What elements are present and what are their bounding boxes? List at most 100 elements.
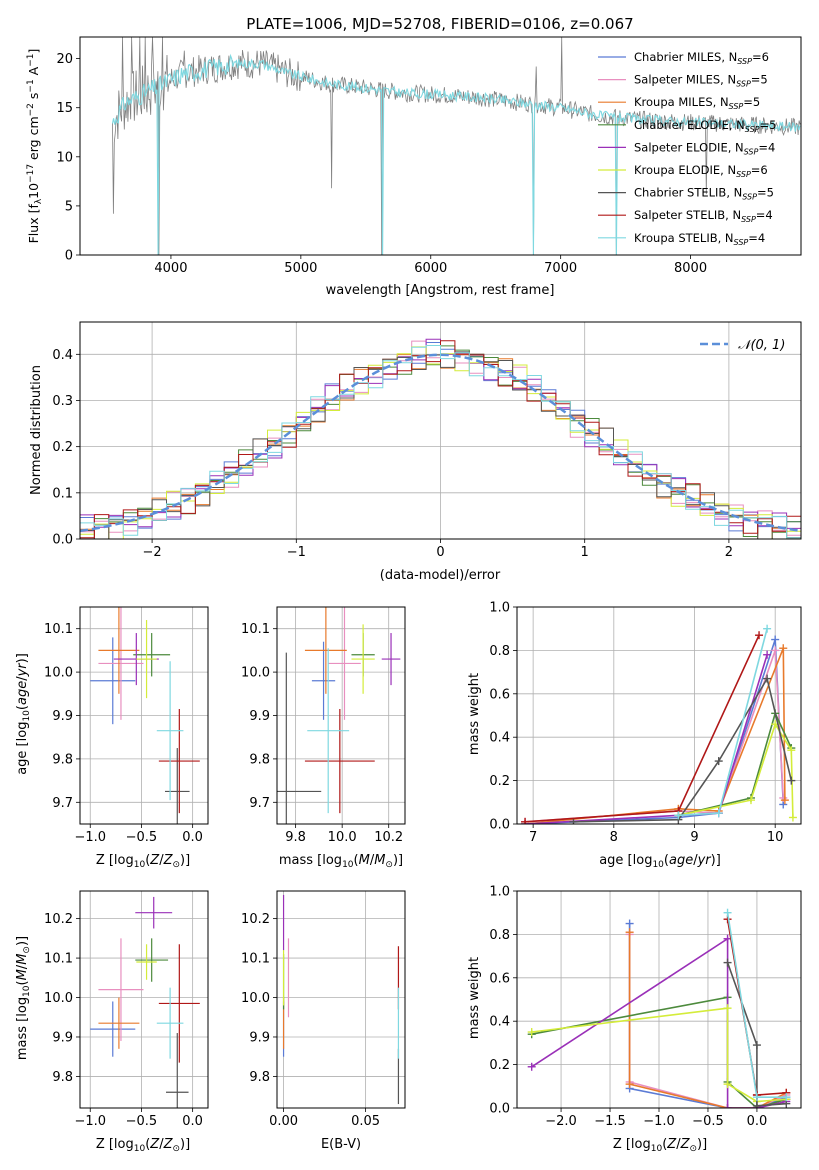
legend-count: =4 xyxy=(758,140,775,154)
legend-entry: Kroupa STELIB, NSSP=4 xyxy=(634,231,765,247)
weight-vs-age-plot-area: 7 8 9 10 0.0 0.2 0.4 0.6 0.8 1.0 xyxy=(489,601,802,845)
legend-count: =5 xyxy=(743,95,760,109)
x-tick-label: 10 xyxy=(767,830,784,845)
error-bar-point-4 xyxy=(381,633,401,686)
weight-vs-z-panel: −2.0 −1.5 −1.0 −0.5 0.0 0.0 0.2 0.4 0.6 0.8 1.0 Z … xyxy=(467,885,802,1154)
error-bar-point-1 xyxy=(328,607,361,720)
error-bar-point-6 xyxy=(164,748,190,824)
y-tick-label: 0.0 xyxy=(489,1102,510,1117)
weight-marker xyxy=(521,817,530,824)
spectrum-x-axis-label: wavelength [Angstrom, rest frame] xyxy=(326,283,555,298)
x-tick-label: 0.05 xyxy=(351,1114,380,1129)
y-tick-label: 0 xyxy=(65,249,73,264)
legend-text: Salpeter STELIB, N xyxy=(634,208,741,222)
y-tick-label: 1.0 xyxy=(489,885,510,900)
weight-marker xyxy=(527,1028,536,1037)
weight-marker xyxy=(787,746,796,755)
weight-marker xyxy=(723,908,732,917)
legend-text: Chabrier STELIB, N xyxy=(634,186,742,200)
error-bar-point-5 xyxy=(351,624,375,694)
x-tick-label: −1 xyxy=(287,545,306,560)
legend-count: =6 xyxy=(751,163,768,177)
residuals-y-axis-label: Normed distribution xyxy=(29,365,44,495)
legend-count: =5 xyxy=(757,186,774,200)
weight-vs-z-x-axis-label: Z [log10(Z/Z⊙)] xyxy=(613,1137,707,1154)
y-tick-label: 0.4 xyxy=(52,348,73,363)
y-tick-label: 9.8 xyxy=(52,1070,73,1085)
age-vs-z-x-axis-label: Z [log10(Z/Z⊙)] xyxy=(96,853,190,870)
y-tick-label: 10.2 xyxy=(44,912,73,927)
weight-series-line-3 xyxy=(678,711,793,817)
x-tick-label: 4000 xyxy=(154,261,187,276)
residuals-panel: −2 −1 0 1 2 0.0 0.1 0.2 0.3 0.4 𝒩(0, 1) (data-mode… xyxy=(29,321,802,583)
weight-marker xyxy=(771,646,780,655)
legend-subscript: SSP xyxy=(741,215,756,224)
mass-vs-ebv-panel: 0.00 0.05 9.8 9.9 10.0 10.1 10.2 E(B-V) xyxy=(241,890,406,1152)
plot-content xyxy=(90,607,200,824)
y-tick-label: 20 xyxy=(56,52,73,67)
legend-entry: Chabrier MILES, NSSP=6 xyxy=(634,50,769,66)
y-tick-label: 10.2 xyxy=(241,912,270,927)
model-spectrum-line xyxy=(111,53,801,255)
legend-text: Chabrier MILES, N xyxy=(634,50,737,64)
weight-marker xyxy=(755,631,764,640)
x-tick-label: −2 xyxy=(143,545,162,560)
legend-subscript: SSP xyxy=(744,147,759,156)
x-tick-label: 0.00 xyxy=(269,1114,298,1129)
y-tick-label: 9.8 xyxy=(52,752,73,767)
y-tick-label: 0.8 xyxy=(489,644,510,659)
age-vs-z-panel: −1.0 −0.5 0.0 9.7 9.8 9.9 10.0 10.1 Z [log10(Z/… xyxy=(15,606,209,870)
x-tick-label: 6000 xyxy=(414,261,447,276)
weight-marker xyxy=(746,796,755,805)
plot-content xyxy=(80,338,801,539)
normal-curve-line xyxy=(80,353,801,533)
legend-entry: Salpeter MILES, NSSP=5 xyxy=(634,73,768,89)
plot-content xyxy=(282,894,400,1105)
legend-entry: Salpeter ELODIE, NSSP=4 xyxy=(634,140,775,156)
error-bar-point-6 xyxy=(166,1033,189,1108)
spectrum-title: PLATE=1006, MJD=52708, FIBERID=0106, z=0… xyxy=(246,15,633,33)
weight-marker xyxy=(723,958,732,967)
weight-marker xyxy=(788,813,797,822)
x-tick-label: 10.0 xyxy=(328,830,357,845)
legend-entry: Chabrier STELIB, NSSP=5 xyxy=(634,186,774,202)
y-tick-label: 0.0 xyxy=(52,533,73,548)
weight-marker xyxy=(779,644,788,653)
error-bar-point-1 xyxy=(98,938,144,1041)
weight-marker xyxy=(787,776,796,785)
y-tick-label: 0.2 xyxy=(52,440,73,455)
y-tick-label: 0.2 xyxy=(489,1058,510,1073)
y-tick-label: 9.9 xyxy=(249,1030,270,1045)
y-tick-label: 0.4 xyxy=(489,731,510,746)
error-bar-point-8 xyxy=(307,648,350,814)
error-bar-point-3 xyxy=(133,633,171,677)
error-bar-point-7 xyxy=(158,944,200,1063)
error-bar-point-0 xyxy=(311,641,336,720)
mass-vs-z-y-axis-label: mass [log10(M/M⊙)] xyxy=(15,936,32,1060)
y-tick-label: 9.8 xyxy=(249,1070,270,1085)
legend-text: Chabrier ELODIE, N xyxy=(634,118,745,132)
error-bar-point-2 xyxy=(304,607,347,694)
x-tick-label: 0.0 xyxy=(182,830,203,845)
weight-vs-age-panel: 7 8 9 10 0.0 0.2 0.4 0.6 0.8 1.0 age [log10(age/y… xyxy=(467,601,802,870)
weight-marker xyxy=(752,1041,761,1050)
y-tick-label: 1.0 xyxy=(489,601,510,616)
x-tick-label: 10.2 xyxy=(374,830,403,845)
error-bar-point-5 xyxy=(136,620,157,699)
weight-vs-z-plot-area: −2.0 −1.5 −1.0 −0.5 0.0 0.0 0.2 0.4 0.6 0.8 1.0 xyxy=(489,885,802,1129)
error-bar-point-7 xyxy=(304,708,375,814)
x-tick-label: 7000 xyxy=(544,261,577,276)
weight-marker xyxy=(752,1101,761,1108)
x-tick-label: −1.0 xyxy=(643,1114,675,1129)
x-tick-label: −2.0 xyxy=(545,1114,577,1129)
x-tick-label: 0.0 xyxy=(747,1114,768,1129)
error-bar-point-4 xyxy=(135,896,173,929)
error-bar-point-6 xyxy=(277,652,322,824)
weight-marker xyxy=(527,1062,536,1071)
y-tick-label: 10 xyxy=(56,150,73,165)
weight-marker xyxy=(625,1080,634,1089)
age-vs-mass-panel: 9.8 10.0 10.2 9.7 9.8 9.9 10.0 10.1 mass [log10… xyxy=(241,606,406,870)
x-tick-label: 7 xyxy=(529,830,537,845)
y-tick-label: 0.6 xyxy=(489,971,510,986)
